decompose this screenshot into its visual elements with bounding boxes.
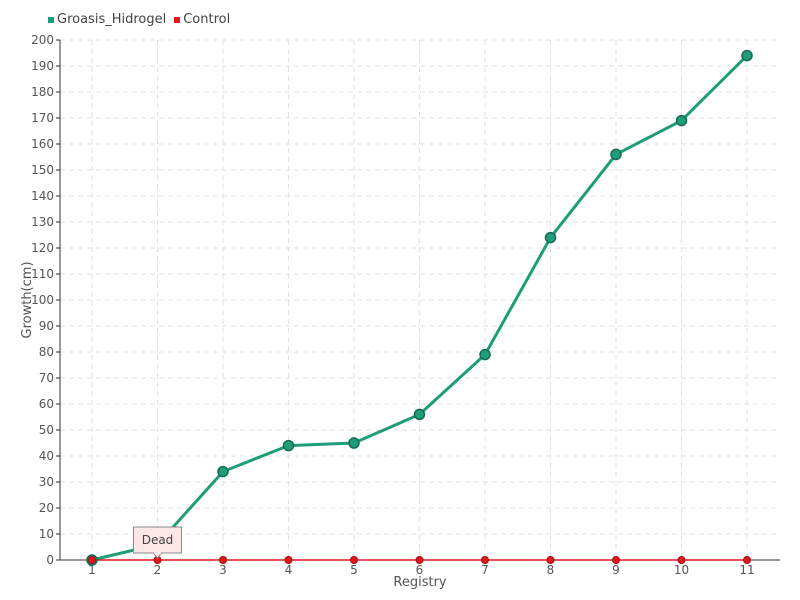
grid-lines (60, 39, 780, 560)
legend-label-control: Control (183, 12, 231, 27)
x-tick-label: 11 (739, 563, 754, 577)
data-point-control[interactable] (88, 556, 96, 564)
y-axis-title: Growth(cm) (20, 261, 35, 338)
y-tick-label: 80 (39, 345, 54, 359)
data-point-groasis-hidrogel[interactable] (348, 437, 360, 449)
legend-swatch-groasis-hidrogel (48, 16, 54, 23)
data-point-control[interactable] (677, 556, 686, 564)
data-point-groasis-hidrogel[interactable] (610, 148, 622, 161)
data-point-groasis-hidrogel[interactable] (675, 114, 688, 127)
data-point-groasis-hidrogel[interactable] (413, 408, 426, 421)
y-tick-label: 150 (31, 163, 54, 177)
x-tick-label: 3 (219, 563, 227, 577)
y-tick-label: 90 (39, 319, 54, 333)
y-tick-label: 60 (39, 397, 54, 411)
y-tick-label: 190 (31, 59, 54, 73)
data-point-groasis-hidrogel[interactable] (217, 465, 229, 478)
y-tick-label: 120 (31, 241, 54, 255)
y-tick-label: 10 (39, 527, 54, 541)
x-tick-label: 2 (154, 563, 162, 577)
y-tick-label: 110 (31, 267, 54, 281)
legend-item-groasis-hidrogel[interactable]: Groasis_Hidrogel (48, 12, 166, 27)
x-tick-label: 8 (547, 563, 555, 577)
y-tick-label: 0 (46, 553, 54, 567)
legend-item-control[interactable]: Control (174, 12, 230, 27)
x-tick-label: 10 (674, 563, 689, 577)
tooltip-text: Dead (142, 533, 174, 547)
x-axis-title: Registry (393, 575, 447, 590)
data-point-control[interactable] (415, 556, 424, 564)
y-tick-label: 160 (31, 137, 54, 151)
y-tick-label: 20 (39, 501, 54, 515)
data-point-control[interactable] (612, 556, 620, 564)
data-point-control[interactable] (350, 556, 358, 564)
legend-swatch-control (174, 16, 181, 23)
data-point-control[interactable] (481, 556, 489, 564)
data-point-control[interactable] (284, 556, 293, 564)
x-tick-label: 9 (612, 563, 620, 577)
data-point-groasis-hidrogel[interactable] (741, 49, 753, 62)
x-tick-label: 7 (481, 563, 489, 577)
data-point-control[interactable] (743, 556, 751, 564)
y-tick-label: 140 (31, 189, 54, 203)
axes: 0102030405060708090100110120130140150160… (31, 33, 780, 577)
x-tick-label: 5 (350, 563, 358, 577)
y-tick-label: 50 (39, 423, 54, 437)
data-point-groasis-hidrogel[interactable] (282, 439, 295, 452)
chart-legend: Groasis_Hidrogel Control (48, 12, 230, 27)
data-point-control[interactable] (219, 556, 227, 564)
y-tick-label: 40 (39, 449, 54, 463)
data-point-groasis-hidrogel[interactable] (479, 348, 491, 361)
y-tick-label: 200 (31, 33, 54, 47)
y-tick-label: 130 (31, 215, 54, 229)
data-point-control[interactable] (546, 556, 555, 564)
y-tick-label: 70 (39, 371, 54, 385)
y-tick-label: 170 (31, 111, 54, 125)
x-tick-label: 6 (416, 563, 424, 577)
tooltip-box (133, 526, 182, 554)
annotations: Dead (133, 526, 182, 559)
y-tick-label: 30 (39, 475, 54, 489)
series-layer (86, 49, 753, 566)
x-tick-label: 1 (88, 563, 96, 577)
data-point-groasis-hidrogel[interactable] (544, 231, 557, 244)
x-tick-label: 4 (285, 563, 293, 577)
y-tick-label: 180 (31, 85, 54, 99)
legend-label-groasis-hidrogel: Groasis_Hidrogel (57, 12, 167, 27)
y-tick-label: 100 (31, 293, 54, 307)
